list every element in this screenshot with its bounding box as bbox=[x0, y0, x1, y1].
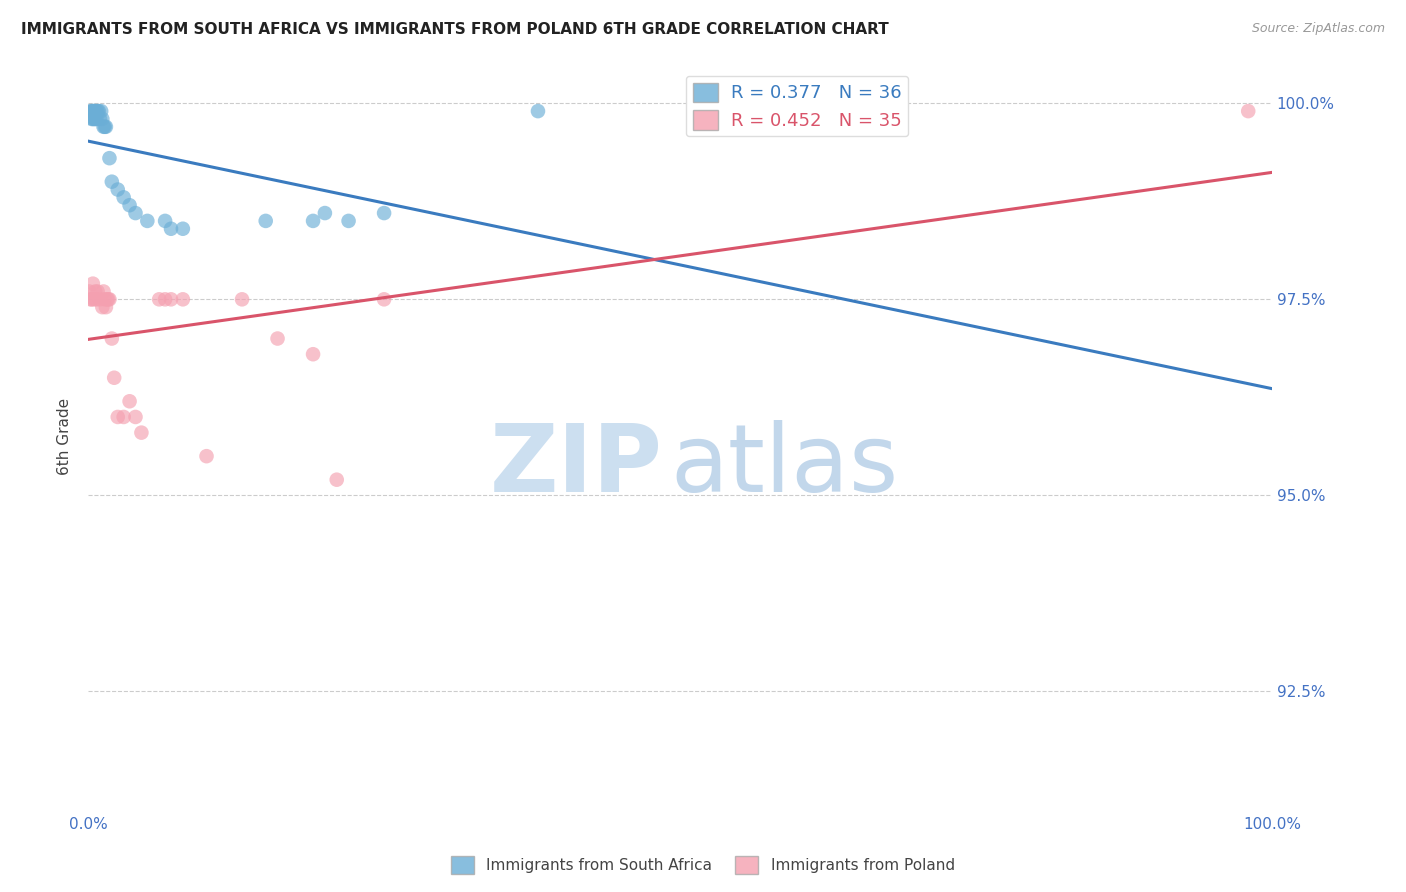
Point bbox=[87, 104, 110, 119]
Point bbox=[82, 112, 104, 126]
Point bbox=[101, 332, 124, 346]
Y-axis label: 6th Grade: 6th Grade bbox=[58, 398, 72, 475]
Point bbox=[86, 285, 108, 299]
Point bbox=[172, 221, 194, 235]
Point bbox=[118, 198, 141, 212]
Point bbox=[302, 214, 325, 228]
Point bbox=[79, 285, 101, 299]
Point bbox=[527, 104, 550, 119]
Point bbox=[83, 112, 105, 126]
Point bbox=[103, 370, 125, 384]
Point bbox=[97, 293, 120, 307]
Point bbox=[91, 112, 114, 126]
Text: atlas: atlas bbox=[671, 420, 898, 512]
Point bbox=[118, 394, 141, 409]
Point bbox=[254, 214, 277, 228]
Point bbox=[172, 293, 194, 307]
Text: IMMIGRANTS FROM SOUTH AFRICA VS IMMIGRANTS FROM POLAND 6TH GRADE CORRELATION CHA: IMMIGRANTS FROM SOUTH AFRICA VS IMMIGRAN… bbox=[21, 22, 889, 37]
Point bbox=[84, 112, 107, 126]
Point bbox=[98, 293, 121, 307]
Point bbox=[326, 473, 349, 487]
Point bbox=[79, 104, 101, 119]
Point bbox=[153, 214, 176, 228]
Point bbox=[89, 293, 111, 307]
Point bbox=[112, 409, 135, 424]
Point bbox=[101, 175, 124, 189]
Point bbox=[80, 293, 103, 307]
Point bbox=[91, 300, 114, 314]
Point bbox=[83, 293, 105, 307]
Point bbox=[302, 347, 325, 361]
Point bbox=[94, 300, 117, 314]
Point bbox=[86, 104, 108, 119]
Point bbox=[86, 112, 108, 126]
Point bbox=[112, 190, 135, 204]
Point bbox=[89, 112, 111, 126]
Point bbox=[266, 332, 288, 346]
Point bbox=[84, 104, 107, 119]
Point bbox=[231, 293, 253, 307]
Point bbox=[93, 285, 115, 299]
Point bbox=[337, 214, 360, 228]
Point bbox=[136, 214, 159, 228]
Point bbox=[160, 221, 183, 235]
Point bbox=[314, 206, 336, 220]
Text: ZIP: ZIP bbox=[489, 420, 662, 512]
Point bbox=[80, 112, 103, 126]
Point bbox=[160, 293, 183, 307]
Point bbox=[84, 285, 107, 299]
Point bbox=[131, 425, 153, 440]
Point bbox=[107, 182, 129, 196]
Point bbox=[373, 293, 395, 307]
Point bbox=[124, 206, 146, 220]
Point bbox=[98, 151, 121, 165]
Text: Source: ZipAtlas.com: Source: ZipAtlas.com bbox=[1251, 22, 1385, 36]
Point bbox=[373, 206, 395, 220]
Point bbox=[83, 104, 105, 119]
Point bbox=[1237, 104, 1260, 119]
Point bbox=[83, 104, 105, 119]
Point bbox=[86, 104, 108, 119]
Legend: Immigrants from South Africa, Immigrants from Poland: Immigrants from South Africa, Immigrants… bbox=[446, 850, 960, 880]
Point bbox=[195, 449, 218, 463]
Point bbox=[93, 293, 115, 307]
Point bbox=[86, 293, 108, 307]
Point bbox=[94, 120, 117, 134]
Point bbox=[90, 104, 112, 119]
Point bbox=[124, 409, 146, 424]
Point bbox=[80, 104, 103, 119]
Point bbox=[153, 293, 176, 307]
Point bbox=[82, 104, 104, 119]
Legend: R = 0.377   N = 36, R = 0.452   N = 35: R = 0.377 N = 36, R = 0.452 N = 35 bbox=[686, 76, 908, 136]
Point bbox=[93, 120, 115, 134]
Point bbox=[93, 120, 115, 134]
Point bbox=[96, 293, 118, 307]
Point bbox=[79, 293, 101, 307]
Point bbox=[107, 409, 129, 424]
Point bbox=[148, 293, 170, 307]
Point bbox=[82, 277, 104, 291]
